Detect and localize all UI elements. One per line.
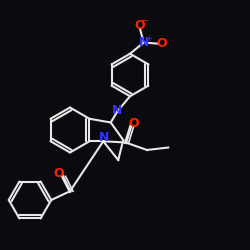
Text: O: O: [135, 19, 145, 32]
Text: −: −: [142, 16, 150, 26]
Text: O: O: [128, 117, 139, 130]
Text: O: O: [156, 37, 167, 50]
Text: N: N: [138, 36, 149, 49]
Text: +: +: [145, 34, 152, 42]
Text: N: N: [112, 104, 123, 117]
Text: N: N: [99, 131, 110, 144]
Text: O: O: [54, 167, 64, 180]
